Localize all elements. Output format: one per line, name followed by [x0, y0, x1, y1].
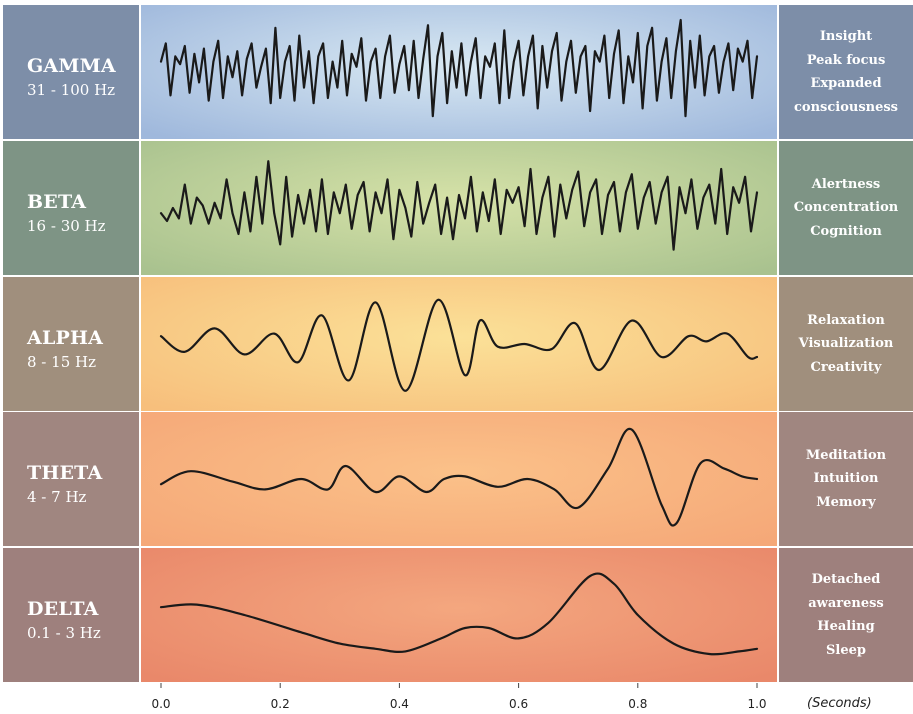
band-frequency: 8 - 15 Hz [27, 353, 96, 371]
effect-label: Visualization [798, 336, 894, 352]
x-axis: 0.0 0.2 0.4 0.6 0.8 1.0 (Seconds) [151, 683, 872, 711]
effect-label: Intuition [813, 471, 879, 487]
x-axis-unit-label: (Seconds) [807, 696, 872, 711]
band-name: GAMMA [27, 55, 116, 77]
effect-label: awareness [808, 595, 884, 611]
wave-panel-theta [141, 412, 777, 546]
band-name: ALPHA [27, 327, 104, 349]
waveform-line-theta [159, 427, 759, 527]
effect-label: Sleep [826, 642, 866, 658]
effect-label: Meditation [805, 447, 887, 463]
band-effects-theta: Meditation Intuition Memory [779, 412, 913, 546]
wave-panel-gamma [141, 5, 777, 139]
effect-label: consciousness [793, 99, 898, 115]
wave-panel-delta [141, 548, 777, 682]
band-row-alpha: ALPHA 8 - 15 Hz Relaxation Visualization Cre… [3, 277, 913, 411]
wave-panel-beta [141, 141, 777, 275]
band-frequency: 31 - 100 Hz [27, 81, 116, 99]
wave-plot [159, 18, 759, 118]
wave-plot [159, 160, 759, 251]
x-tick-label: 0.8 [628, 697, 647, 711]
x-tick-label: 1.0 [747, 697, 766, 711]
effect-label: Creativity [810, 359, 882, 375]
effect-label: Expanded [810, 76, 882, 91]
band-effects-beta: Alertness Concentration Cognition [779, 141, 913, 275]
band-label-gamma: GAMMA 31 - 100 Hz [3, 5, 139, 139]
band-row-beta: BETA 16 - 30 Hz Alertness Concentration Cogn… [3, 141, 913, 275]
effect-label: Detached [811, 572, 881, 587]
waveform-line-gamma [159, 18, 759, 118]
band-effects-delta: Detached awareness Healing Sleep [779, 548, 913, 682]
waveform-line-alpha [159, 298, 759, 392]
band-label-beta: BETA 16 - 30 Hz [3, 141, 139, 275]
waveform-line-beta [159, 160, 759, 251]
waveform-line-delta [159, 572, 759, 656]
effect-label: Relaxation [807, 312, 885, 328]
band-frequency: 16 - 30 Hz [27, 217, 106, 235]
band-frequency: 0.1 - 3 Hz [27, 624, 101, 642]
band-name: BETA [27, 191, 87, 213]
band-row-theta: THETA 4 - 7 Hz Meditation Intuition Memory [3, 412, 913, 546]
band-name: THETA [27, 462, 103, 484]
band-label-theta: THETA 4 - 7 Hz [3, 412, 139, 546]
effect-label: Peak focus [806, 52, 886, 68]
band-label-delta: DELTA 0.1 - 3 Hz [3, 548, 139, 682]
band-label-alpha: ALPHA 8 - 15 Hz [3, 277, 139, 411]
effect-label: Concentration [793, 200, 899, 216]
band-effects-gamma: Insight Peak focus Expanded consciousness [779, 5, 913, 139]
x-tick-label: 0.6 [509, 697, 528, 711]
wave-panel-alpha [141, 277, 777, 411]
x-tick-label: 0.2 [271, 697, 290, 711]
band-effects-alpha: Relaxation Visualization Creativity [779, 277, 913, 411]
effect-label: Alertness [811, 176, 881, 192]
wave-plot [159, 298, 759, 392]
wave-plot [159, 572, 759, 656]
band-frequency: 4 - 7 Hz [27, 488, 87, 506]
effect-label: Healing [817, 619, 875, 634]
band-name: DELTA [27, 598, 99, 620]
effect-label: Memory [816, 494, 876, 510]
wave-plot [159, 427, 759, 527]
band-row-gamma: GAMMA 31 - 100 Hz Insight Peak focus Expande… [3, 5, 913, 139]
x-tick-label: 0.4 [390, 697, 409, 711]
effect-label: Insight [819, 29, 873, 44]
band-row-delta: DELTA 0.1 - 3 Hz Detached awareness Healing S… [3, 548, 913, 682]
x-tick-label: 0.0 [151, 697, 170, 711]
effect-label: Cognition [810, 223, 882, 239]
